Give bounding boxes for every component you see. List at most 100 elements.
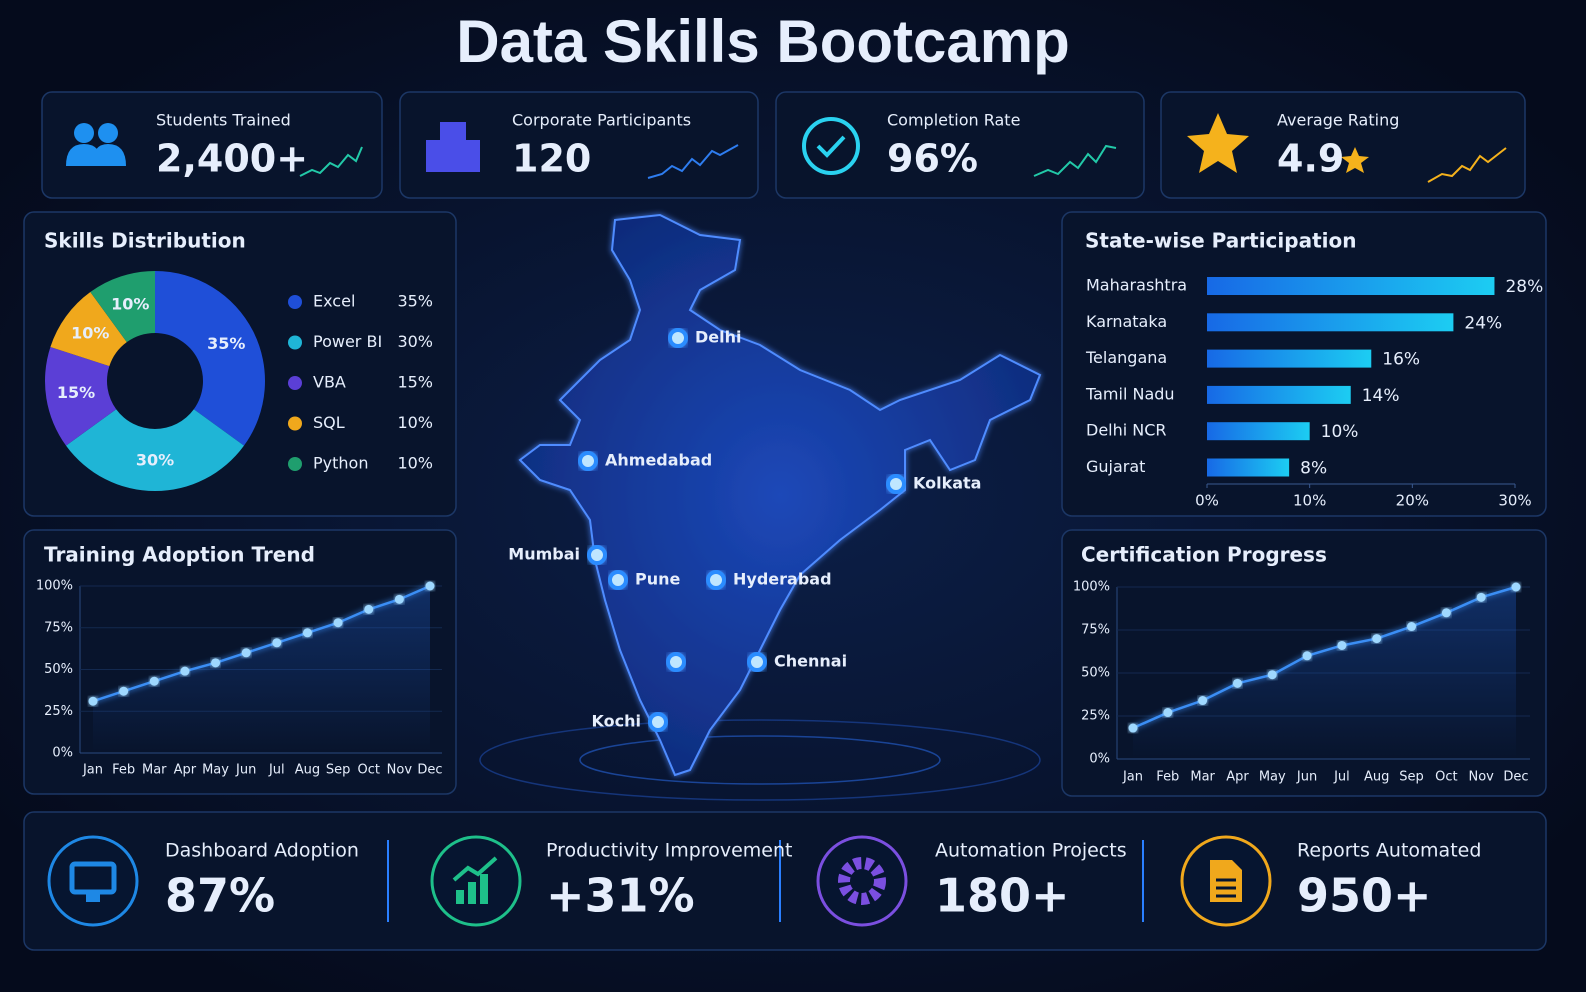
- kpi-cards: [41, 91, 1526, 199]
- x-tick-label: Mar: [142, 763, 167, 778]
- monitor-stand: [86, 894, 100, 902]
- point: [1476, 592, 1486, 602]
- legend-dot: [288, 335, 302, 350]
- bar-value-label: 24%: [1464, 313, 1502, 333]
- pie-slice: [44, 347, 117, 446]
- bar-category: Tamil Nadu: [1085, 384, 1175, 403]
- legend-value: 10%: [397, 413, 433, 432]
- x-tick-label: 0%: [1195, 492, 1219, 510]
- x-tick-label: May: [1259, 770, 1286, 785]
- kpi-label: Average Rating: [1277, 111, 1399, 130]
- sparkline: [1427, 147, 1507, 183]
- point: [1441, 608, 1451, 618]
- point: [302, 628, 312, 638]
- x-tick-label: Nov: [387, 763, 413, 778]
- y-tick-label: 25%: [44, 704, 73, 719]
- panel-title: State-wise Participation: [1085, 229, 1356, 253]
- stat-value: +31%: [546, 869, 695, 923]
- x-tick-label: Sep: [326, 763, 351, 778]
- x-tick-label: Feb: [112, 763, 135, 778]
- x-tick-label: Apr: [1226, 770, 1249, 785]
- stat-icon-ring: [47, 835, 139, 927]
- map-ring: [579, 735, 941, 785]
- monitor-icon: [69, 861, 117, 895]
- bar: [1207, 313, 1454, 332]
- point: [88, 696, 98, 706]
- legend-value: 30%: [397, 332, 433, 351]
- kpi-value: 2,400+: [156, 137, 308, 181]
- sparkline: [647, 144, 739, 179]
- bar-category: Telangana: [1085, 348, 1167, 367]
- x-tick-label: Mar: [1190, 770, 1215, 785]
- point: [1198, 696, 1208, 706]
- point: [1302, 651, 1312, 661]
- x-tick-label: Aug: [1364, 770, 1389, 785]
- city-label: Kolkata: [913, 474, 981, 493]
- city-label: Chennai: [774, 652, 847, 671]
- y-tick-label: 100%: [1073, 580, 1110, 595]
- point: [1267, 670, 1277, 680]
- x-tick-label: Dec: [1503, 770, 1528, 785]
- stat-value: 180+: [935, 869, 1070, 923]
- city-label: Hyderabad: [733, 570, 832, 589]
- line: [1132, 585, 1517, 730]
- x-tick-label: 30%: [1498, 492, 1531, 510]
- x-tick-label: Oct: [1435, 770, 1457, 785]
- point: [1128, 723, 1138, 733]
- y-tick-label: 50%: [1081, 666, 1110, 681]
- rating-star: [1341, 147, 1369, 173]
- stat-label: Productivity Improvement: [546, 840, 793, 862]
- bar-value-label: 14%: [1362, 386, 1400, 406]
- area: [93, 586, 430, 753]
- stat-label: Automation Projects: [935, 840, 1127, 862]
- page-title: Data Skills Bootcamp: [456, 8, 1070, 75]
- kpi-card: [1160, 91, 1526, 199]
- star-icon: [1187, 113, 1249, 173]
- pie-slice: [50, 292, 127, 367]
- bar-category: Delhi NCR: [1086, 421, 1167, 440]
- slice-label: 15%: [57, 383, 95, 402]
- city-label: Ahmedabad: [605, 451, 712, 470]
- slice-label: 35%: [207, 334, 245, 353]
- legend-value: 10%: [397, 454, 433, 473]
- bar-category: Gujarat: [1086, 457, 1145, 476]
- x-tick-label: Jul: [268, 763, 285, 778]
- bar-value-label: 28%: [1505, 277, 1543, 297]
- gear-icon: [838, 857, 886, 905]
- panel-title: Skills Distribution: [44, 229, 246, 253]
- x-tick-label: 20%: [1396, 492, 1429, 510]
- slice-label: 30%: [136, 451, 174, 470]
- kpi-card: [399, 91, 759, 199]
- x-tick-label: Feb: [1156, 770, 1179, 785]
- y-tick-label: 50%: [44, 662, 73, 677]
- city-dot: [608, 570, 628, 590]
- stat-value: 950+: [1297, 869, 1432, 923]
- point: [119, 686, 129, 696]
- point: [211, 658, 221, 668]
- x-tick-label: Jun: [235, 763, 256, 778]
- legend-value: 35%: [397, 292, 433, 311]
- kpi-value: 96%: [887, 137, 978, 181]
- bar: [1207, 277, 1495, 295]
- y-tick-label: 75%: [1081, 623, 1110, 638]
- point: [1511, 582, 1521, 592]
- city-label: Pune: [635, 570, 681, 589]
- city-dot: [587, 545, 607, 565]
- legend-label: Power BI: [313, 332, 382, 351]
- city-dot: [706, 570, 726, 590]
- point: [1372, 634, 1382, 644]
- stats-panel: [23, 811, 1547, 951]
- city-label: Kochi: [592, 712, 641, 731]
- stats-icons: [47, 835, 1272, 927]
- panel-title: Certification Progress: [1081, 543, 1327, 567]
- city-label: Delhi: [695, 328, 742, 347]
- pie-slice: [90, 271, 155, 343]
- map-ring: [479, 719, 1041, 801]
- bar: [1207, 385, 1351, 404]
- growth-arrow: [452, 856, 498, 882]
- city-dot: [648, 712, 668, 732]
- y-tick-label: 0%: [1089, 752, 1110, 767]
- point: [149, 676, 159, 686]
- x-tick-label: Sep: [1399, 770, 1424, 785]
